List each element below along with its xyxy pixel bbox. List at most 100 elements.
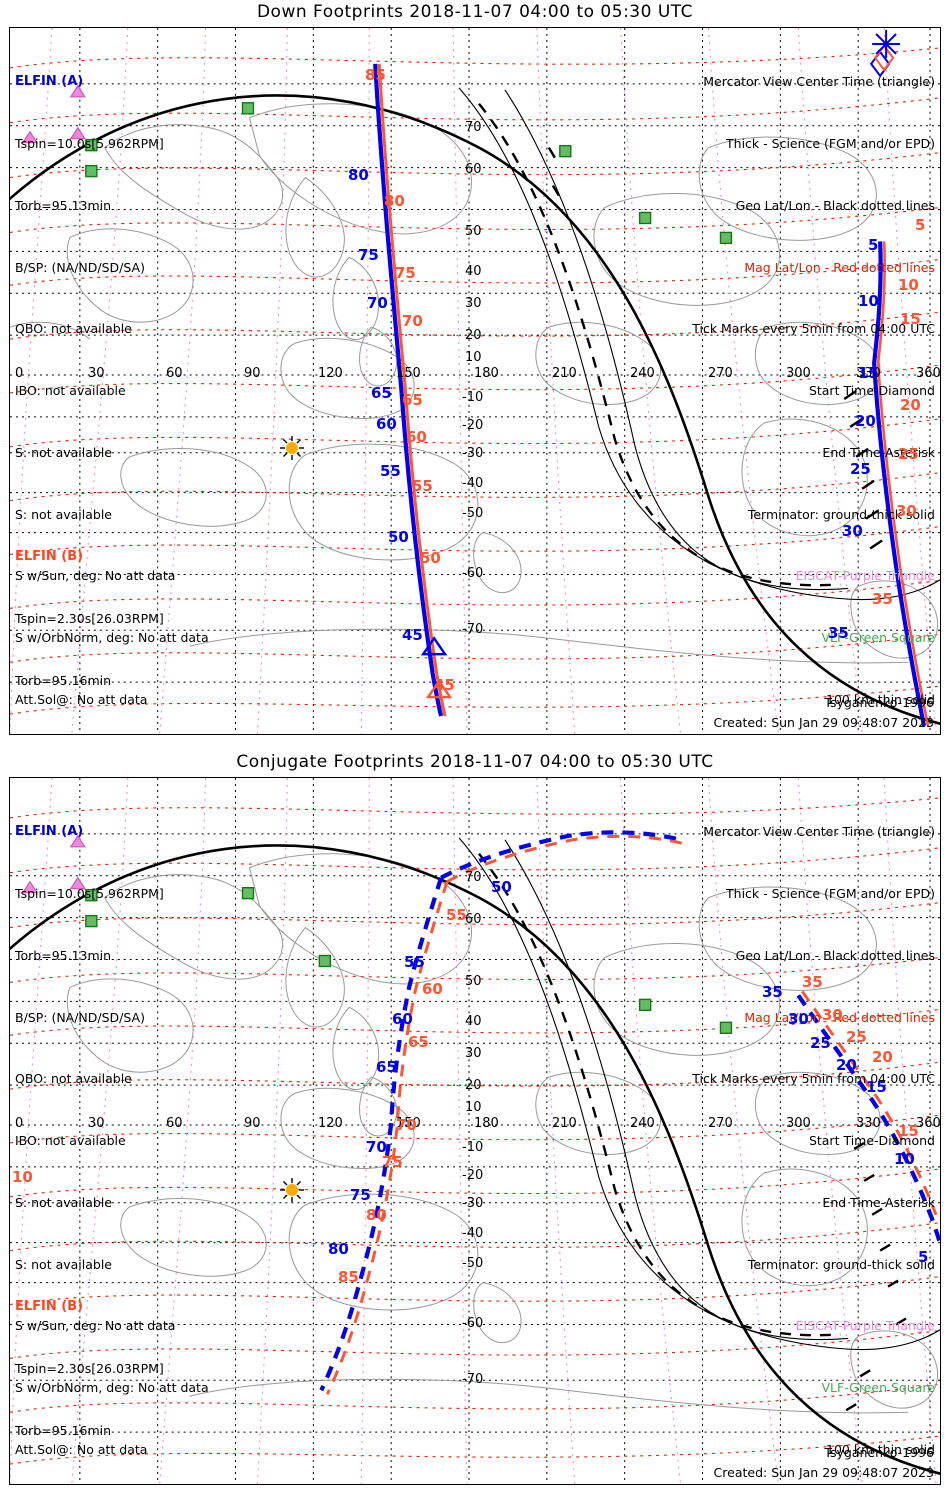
track-label-r-75: 75 bbox=[395, 264, 416, 282]
track-label-b-60: 60 bbox=[376, 415, 397, 433]
elfin-b-header: ELFIN (B) bbox=[15, 1299, 84, 1315]
track-label-br-20: 20 bbox=[855, 412, 876, 430]
track-label-r-80: 80 bbox=[366, 1206, 387, 1224]
legend-item-2: Geo Lat/Lon - Black dotted lines bbox=[735, 947, 935, 963]
track-label-b-75: 75 bbox=[350, 1186, 371, 1204]
track-label-b-55: 55 bbox=[404, 953, 425, 971]
track-label-rr-35: 35 bbox=[802, 973, 823, 991]
track-label-rr-15: 15 bbox=[898, 1122, 919, 1140]
coastlines bbox=[66, 853, 939, 1414]
legend-item-8: EISCAT-Purple Triangle bbox=[795, 568, 935, 584]
lon-tick-120: 120 bbox=[318, 366, 343, 381]
legend-item-4: Tick Marks every 5min from 04:00 UTC bbox=[692, 321, 935, 337]
track-label-br-35: 35 bbox=[828, 624, 849, 642]
panel-title: Down Footprints 2018-11-07 04:00 to 05:3… bbox=[256, 2, 694, 22]
lon-tick-300: 300 bbox=[786, 366, 811, 381]
track-label-b-65: 65 bbox=[376, 1058, 397, 1076]
lat-tick-m30: -30 bbox=[462, 446, 484, 461]
lat-tick-30: 30 bbox=[465, 296, 482, 311]
legend-block: Mercator View Center Time (triangle) Thi… bbox=[692, 31, 935, 734]
elfin-a-line-0: Tspin=10.0s[5.962RPM] bbox=[15, 135, 164, 151]
track-label-br-30: 30 bbox=[788, 1010, 809, 1028]
elfin-a-conjugate-track bbox=[319, 830, 682, 1392]
legend-item-9: VLF-Green Square bbox=[821, 630, 935, 646]
lat-tick-60: 60 bbox=[465, 912, 482, 927]
lat-tick-m70: -70 bbox=[462, 1372, 484, 1387]
lat-tick-m40: -40 bbox=[462, 1226, 484, 1241]
track-label-rr-10: 10 bbox=[898, 276, 919, 294]
elfin-b-down-track-right bbox=[876, 241, 930, 727]
lat-tick-40: 40 bbox=[465, 1014, 482, 1029]
track-label-r-55: 55 bbox=[446, 906, 467, 924]
terminator-curves bbox=[10, 87, 940, 725]
lon-tick-60: 60 bbox=[166, 366, 183, 381]
track-label-b-50: 50 bbox=[491, 878, 512, 896]
geo-gridlines bbox=[10, 28, 940, 734]
map-frame: ELFIN (A) Tspin=10.0s[5.962RPM] Torb=95.… bbox=[9, 777, 941, 1485]
lat-tick-m10: -10 bbox=[462, 390, 484, 405]
elfin-a-info-block: ELFIN (A) Tspin=10.0s[5.962RPM] Torb=95.… bbox=[15, 781, 209, 1484]
lat-tick-m30: -30 bbox=[462, 1196, 484, 1211]
track-label-r-65: 65 bbox=[402, 391, 423, 409]
legend-item-0: Mercator View Center Time (triangle) bbox=[703, 824, 935, 840]
conjugate-footprints-panel: Conjugate Footprints 2018-11-07 04:00 to… bbox=[0, 750, 950, 1500]
elfin-a-line-1: Torb=95.13min bbox=[15, 197, 112, 213]
legend-item-4: Tick Marks every 5min from 04:00 UTC bbox=[692, 1071, 935, 1087]
lon-tick-270: 270 bbox=[708, 366, 733, 381]
mag-meridians bbox=[10, 28, 937, 734]
elfin-b-down-track bbox=[377, 63, 447, 717]
track-ticks bbox=[845, 1141, 907, 1412]
track-label-b-50: 50 bbox=[388, 528, 409, 546]
lon-tick-270: 270 bbox=[708, 1116, 733, 1131]
lat-tick-m10: -10 bbox=[462, 1140, 484, 1155]
lat-tick-m50: -50 bbox=[462, 1256, 484, 1271]
elfin-a-line-8: S w/OrbNorm, deg: No att data bbox=[15, 1380, 209, 1396]
track-label-r-70: 70 bbox=[396, 1116, 417, 1134]
track-label-r-70: 70 bbox=[402, 312, 423, 330]
lon-tick-0: 0 bbox=[15, 1116, 24, 1131]
elfin-a-info-block: ELFIN (A) Tspin=10.0s[5.962RPM] Torb=95.… bbox=[15, 31, 209, 734]
panel-title: Conjugate Footprints 2018-11-07 04:00 to… bbox=[236, 752, 714, 772]
elfin-a-line-3: QBO: not available bbox=[15, 321, 132, 337]
elfin-b-line-1: Torb=95.16min bbox=[15, 672, 112, 688]
track-label-br-30: 30 bbox=[842, 522, 863, 540]
elfin-a-line-6: S: not available bbox=[15, 1256, 112, 1272]
lon-tick-330: 330 bbox=[856, 1116, 881, 1131]
lat-tick-70: 70 bbox=[465, 870, 482, 885]
lon-tick-30: 30 bbox=[88, 366, 105, 381]
track-label-br-15: 15 bbox=[858, 364, 879, 382]
track-label-br-25: 25 bbox=[850, 460, 871, 478]
track-label-br-15: 15 bbox=[866, 1078, 887, 1096]
track-label-br-5: 5 bbox=[918, 1248, 929, 1266]
elfin-a-line-8: S w/OrbNorm, deg: No att data bbox=[15, 630, 209, 646]
lon-tick-150: 150 bbox=[396, 366, 421, 381]
track-label-r-55: 55 bbox=[412, 477, 433, 495]
down-footprints-panel: Down Footprints 2018-11-07 04:00 to 05:3… bbox=[9, 2, 941, 735]
mag-meridians bbox=[10, 778, 937, 1484]
track-label-rr-35: 35 bbox=[872, 590, 893, 608]
elfin-b-conjugate-track-right bbox=[801, 990, 938, 1216]
track-label-r-80: 80 bbox=[384, 192, 405, 210]
lat-tick-40: 40 bbox=[465, 264, 482, 279]
lon-tick-180: 180 bbox=[474, 366, 499, 381]
legend-item-9: VLF-Green Square bbox=[821, 1380, 935, 1396]
vlf-green-squares bbox=[85, 102, 733, 245]
lat-tick-50: 50 bbox=[465, 224, 482, 239]
legend-item-0: Mercator View Center Time (triangle) bbox=[703, 74, 935, 90]
lat-tick-m70: -70 bbox=[462, 622, 484, 637]
elfin-a-line-4: IBO: not available bbox=[15, 383, 126, 399]
legend-item-3: Mag Lat/Lon - Red dotted lines bbox=[744, 259, 935, 275]
track-label-b-55: 55 bbox=[380, 462, 401, 480]
lat-tick-m20: -20 bbox=[462, 418, 484, 433]
model-label: Tsyganenko-1996 bbox=[824, 695, 934, 710]
elfin-a-line-5: S: not available bbox=[15, 444, 112, 460]
lon-tick-150: 150 bbox=[396, 1116, 421, 1131]
track-label-br-10: 10 bbox=[894, 1150, 915, 1168]
elfin-a-line-7: S w/Sun, deg: No att data bbox=[15, 568, 176, 584]
map-canvas bbox=[10, 778, 940, 1484]
legend-item-5: Start Time-Diamond bbox=[808, 1133, 935, 1149]
lat-tick-m50: -50 bbox=[462, 506, 484, 521]
legend-item-6: End Time-Asterisk bbox=[822, 444, 935, 460]
track-label-br-10: 10 bbox=[858, 292, 879, 310]
lat-tick-20: 20 bbox=[465, 328, 482, 343]
